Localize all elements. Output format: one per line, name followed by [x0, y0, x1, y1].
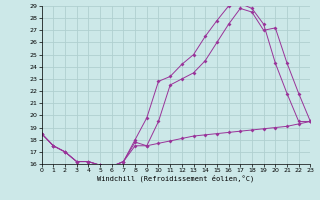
X-axis label: Windchill (Refroidissement éolien,°C): Windchill (Refroidissement éolien,°C) [97, 175, 255, 182]
